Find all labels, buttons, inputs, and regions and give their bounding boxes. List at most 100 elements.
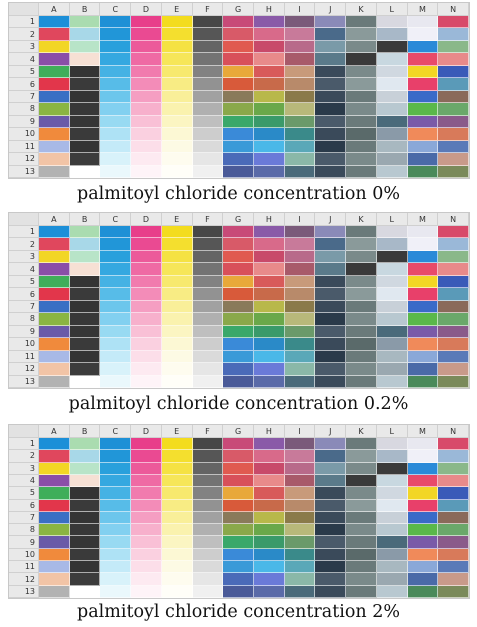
grid-corner: [9, 3, 39, 16]
color-swatch: [100, 40, 132, 54]
color-swatch: [376, 363, 408, 376]
color-swatch: [192, 585, 224, 598]
color-swatch: [192, 153, 224, 166]
color-swatch: [315, 511, 347, 525]
row-header: 10: [9, 548, 39, 562]
color-swatch: [346, 313, 377, 326]
color-swatch: [346, 16, 377, 29]
color-swatch: [315, 103, 347, 116]
color-swatch: [100, 511, 132, 525]
color-swatch: [376, 263, 408, 276]
color-swatch: [376, 128, 408, 141]
color-swatch: [131, 16, 162, 29]
color-swatch: [438, 561, 469, 574]
color-swatch: [438, 65, 469, 79]
column-header: F: [192, 3, 224, 16]
color-swatch: [284, 90, 316, 104]
color-swatch: [438, 28, 469, 41]
color-swatch: [192, 53, 224, 66]
color-swatch: [161, 325, 193, 339]
color-swatch: [346, 338, 377, 351]
color-swatch: [346, 28, 377, 41]
color-swatch: [223, 300, 254, 314]
color-swatch: [192, 474, 224, 488]
color-swatch: [253, 511, 285, 525]
color-swatch: [69, 363, 101, 376]
color-swatch: [69, 313, 101, 326]
row-header: 1: [9, 16, 39, 29]
color-swatch: [161, 313, 193, 326]
color-swatch: [376, 438, 408, 451]
color-swatch: [253, 28, 285, 41]
color-swatch: [100, 450, 132, 463]
column-header: C: [100, 3, 132, 16]
color-swatch: [192, 350, 224, 364]
color-swatch: [192, 250, 224, 264]
color-swatch: [131, 300, 162, 314]
color-swatch: [223, 238, 254, 251]
color-swatch: [192, 226, 224, 239]
color-swatch: [39, 462, 70, 475]
color-swatch: [407, 499, 439, 512]
color-swatch: [161, 585, 193, 598]
column-header: B: [69, 213, 101, 226]
color-swatch: [192, 263, 224, 276]
color-swatch: [131, 140, 162, 154]
color-swatch: [376, 511, 408, 525]
row-header: 5: [9, 65, 39, 79]
color-swatch: [253, 128, 285, 141]
color-swatch: [438, 53, 469, 66]
color-swatch: [407, 115, 439, 129]
color-swatch: [376, 573, 408, 586]
color-swatch: [69, 375, 101, 388]
color-swatch: [131, 263, 162, 276]
color-swatch: [438, 363, 469, 376]
color-grid-0: A B C D E F G H I J K L M N 1 2 3 4 5 6 7 8 9 10 11 12 13: [8, 2, 470, 179]
color-swatch: [376, 499, 408, 512]
color-swatch: [192, 487, 224, 500]
color-swatch: [100, 325, 132, 339]
column-header: A: [39, 425, 70, 438]
color-swatch: [192, 238, 224, 251]
color-swatch: [253, 438, 285, 451]
row-header: 5: [9, 275, 39, 289]
color-swatch: [376, 325, 408, 339]
color-swatch: [192, 536, 224, 549]
column-header: M: [407, 213, 439, 226]
color-swatch: [192, 338, 224, 351]
color-swatch: [223, 140, 254, 154]
color-swatch: [131, 226, 162, 239]
color-swatch: [315, 153, 347, 166]
color-swatch: [39, 375, 70, 388]
color-swatch: [284, 561, 316, 574]
color-swatch: [315, 115, 347, 129]
color-swatch: [438, 40, 469, 54]
color-swatch: [39, 263, 70, 276]
column-header: E: [161, 3, 193, 16]
color-swatch: [438, 438, 469, 451]
color-swatch: [131, 288, 162, 301]
color-swatch: [131, 40, 162, 54]
color-swatch: [192, 90, 224, 104]
color-swatch: [284, 325, 316, 339]
color-swatch: [253, 561, 285, 574]
color-swatch: [100, 275, 132, 289]
color-swatch: [284, 300, 316, 314]
color-swatch: [346, 140, 377, 154]
color-swatch: [223, 338, 254, 351]
color-swatch: [284, 275, 316, 289]
color-swatch: [407, 338, 439, 351]
column-header: C: [100, 425, 132, 438]
color-swatch: [39, 536, 70, 549]
color-swatch: [346, 300, 377, 314]
color-swatch: [223, 103, 254, 116]
color-swatch: [39, 103, 70, 116]
color-swatch: [253, 363, 285, 376]
color-swatch: [161, 288, 193, 301]
color-swatch: [407, 561, 439, 574]
row-header: 4: [9, 474, 39, 488]
color-swatch: [223, 536, 254, 549]
grid-corner: [9, 425, 39, 438]
color-swatch: [407, 16, 439, 29]
color-swatch: [161, 499, 193, 512]
